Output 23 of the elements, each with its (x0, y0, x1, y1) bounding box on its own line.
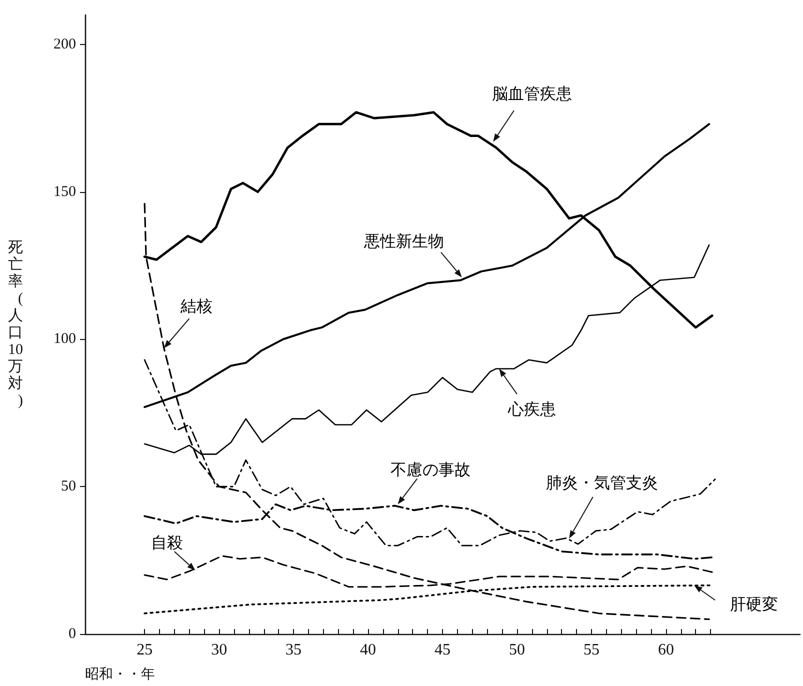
x-tick-label: 60 (658, 642, 674, 658)
x-tick-label: 40 (360, 642, 376, 658)
text: 心疾患 (506, 400, 556, 418)
x-axis-title: 昭和・・年 (85, 666, 155, 682)
series-label: 肝硬変 (730, 596, 778, 614)
y-tick-label: 200 (54, 36, 76, 52)
y-tick-label: 0 (68, 626, 76, 642)
series-label: 不慮の事故 (390, 461, 471, 480)
series-label: 肺炎・気管支炎 (546, 474, 658, 492)
x-tick-label: 25 (136, 642, 153, 658)
x-tick-label: 45 (434, 642, 450, 658)
series-label: 自殺 (150, 534, 183, 552)
series-label: 結核 (180, 297, 213, 316)
x-tick-label: 50 (508, 642, 525, 658)
text: 死亡率(人口10万対) (8, 240, 23, 409)
x-tick-label: 30 (211, 642, 228, 658)
y-tick-label: 150 (54, 184, 76, 200)
text: 脳血管疾患 (492, 85, 572, 104)
x-tick-label: 35 (286, 642, 302, 658)
y-tick-label: 100 (54, 331, 76, 348)
x-tick-label: 55 (583, 642, 600, 658)
y-tick-label: 50 (61, 478, 76, 495)
series-label: 悪性新生物 (362, 232, 444, 250)
